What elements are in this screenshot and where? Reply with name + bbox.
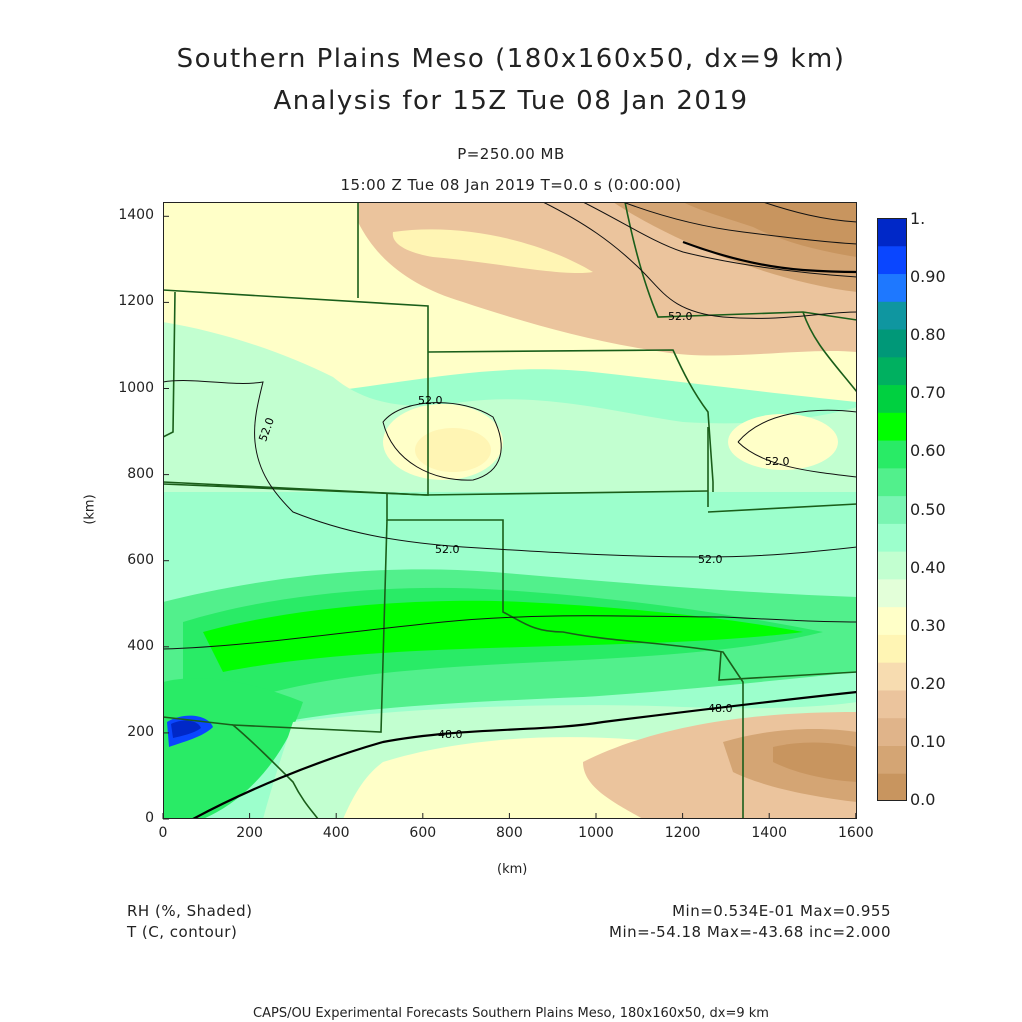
colorbar-swatch <box>877 689 907 719</box>
legend-field-t: T (C, contour) <box>127 923 238 941</box>
colorbar-swatch <box>877 606 907 635</box>
y-tick-label: 400 <box>127 637 154 654</box>
y-axis-label: (km) <box>82 494 98 525</box>
colorbar-swatch <box>877 773 907 801</box>
rh-east-pale <box>728 414 838 470</box>
contour-label: 52.0 <box>668 310 693 323</box>
colorbar-frame <box>877 218 907 801</box>
legend-stats-t: Min=-54.18 Max=-43.68 inc=2.000 <box>609 923 891 941</box>
colorbar-label: 0.20 <box>910 673 946 693</box>
x-tick-label: 1400 <box>751 825 787 841</box>
rh-lime-core <box>203 600 803 672</box>
subtitle-time: 15:00 Z Tue 08 Jan 2019 T=0.0 s (0:00:00… <box>340 176 682 194</box>
colorbar-label: 1. <box>910 209 926 228</box>
x-tick-label: 600 <box>409 825 437 841</box>
x-tick-label: 400 <box>322 825 350 841</box>
contour-label: 52.0 <box>418 394 443 407</box>
rh-north-streak <box>392 229 593 274</box>
footer: CAPS/OU Experimental Forecasts Southern … <box>253 1006 769 1021</box>
colorbar-label: 0.10 <box>910 731 946 751</box>
colorbar-swatch <box>877 551 907 580</box>
title-line-1: Southern Plains Meso (180x160x50, dx=9 k… <box>176 44 846 74</box>
colorbar-swatch <box>877 329 907 358</box>
colorbar-label: 0.90 <box>910 267 946 287</box>
rh-mid-aqua <box>163 322 857 512</box>
colorbar-swatch <box>877 273 907 302</box>
colorbar-swatch <box>877 301 907 330</box>
map-plot: 52.0 52.0 52.0 52.0 52.0 52.0 48.0 48.0 <box>163 202 857 819</box>
colorbar-swatch <box>877 356 907 386</box>
colorbar-swatch <box>877 412 907 441</box>
colorbar-swatch <box>877 440 907 469</box>
colorbar-label: 0.70 <box>910 383 946 403</box>
contour-label: 48.0 <box>438 728 463 741</box>
y-tick-label: 1200 <box>118 293 154 310</box>
colorbar-label: 0.0 <box>910 790 936 809</box>
contour-label: 52.0 <box>435 543 460 556</box>
colorbar-swatch <box>877 717 907 746</box>
x-tick-label: 1000 <box>578 825 614 841</box>
colorbar-swatch <box>877 218 907 247</box>
state-boundaries <box>163 202 857 819</box>
colorbar-label: 0.60 <box>910 441 946 461</box>
x-tick-label: 1200 <box>664 825 701 841</box>
temperature-contours <box>163 202 857 650</box>
colorbar-swatch <box>877 495 907 524</box>
legend-stats-rh: Min=0.534E-01 Max=0.955 <box>672 902 891 920</box>
colorbar-swatch <box>877 745 907 774</box>
rh-sw-green <box>163 678 303 819</box>
colorbar-label: 0.80 <box>910 325 946 345</box>
title-line-2: Analysis for 15Z Tue 08 Jan 2019 <box>273 86 749 116</box>
y-tick-label: 1000 <box>118 379 154 396</box>
y-tick-label: 200 <box>127 723 154 740</box>
colorbar-swatch <box>877 662 907 691</box>
x-tick-label: 1600 <box>837 825 874 841</box>
y-tick-label: 800 <box>127 465 154 482</box>
x-tick-label: 800 <box>496 825 523 841</box>
rh-kansas-pale-core <box>415 428 491 472</box>
temperature-contours-bold <box>192 240 857 819</box>
rh-south-tan-darkest <box>773 742 857 782</box>
rh-central-aqua <box>163 492 857 582</box>
contour-label: 48.0 <box>708 702 733 715</box>
subtitle-level: P=250.00 MB <box>457 145 565 163</box>
x-tick-label: 200 <box>236 825 263 841</box>
plot-frame <box>163 202 857 819</box>
colorbar-label: 0.40 <box>910 557 946 577</box>
colorbar-swatch <box>877 523 907 552</box>
colorbar <box>877 218 907 801</box>
rh-blue-core <box>171 720 201 738</box>
colorbar-label: 0.30 <box>910 615 946 635</box>
x-axis-label: (km) <box>497 862 528 877</box>
y-tick-label: 0 <box>145 810 154 826</box>
x-tick-label: 0 <box>158 825 168 841</box>
colorbar-swatch <box>877 384 907 413</box>
colorbar-swatch <box>877 467 907 497</box>
colorbar-swatch <box>877 245 907 275</box>
colorbar-swatch <box>877 634 907 663</box>
legend-field-rh: RH (%, Shaded) <box>127 902 253 920</box>
colorbar-label: 0.50 <box>910 499 946 519</box>
y-tick-label: 1400 <box>118 207 154 224</box>
y-tick-label: 600 <box>127 551 154 568</box>
colorbar-swatch <box>877 578 907 608</box>
contour-label: 52.0 <box>698 553 723 566</box>
contour-label: 52.0 <box>765 455 790 468</box>
contour-label-group: 52.0 52.0 52.0 52.0 52.0 52.0 48.0 48.0 <box>256 310 789 741</box>
